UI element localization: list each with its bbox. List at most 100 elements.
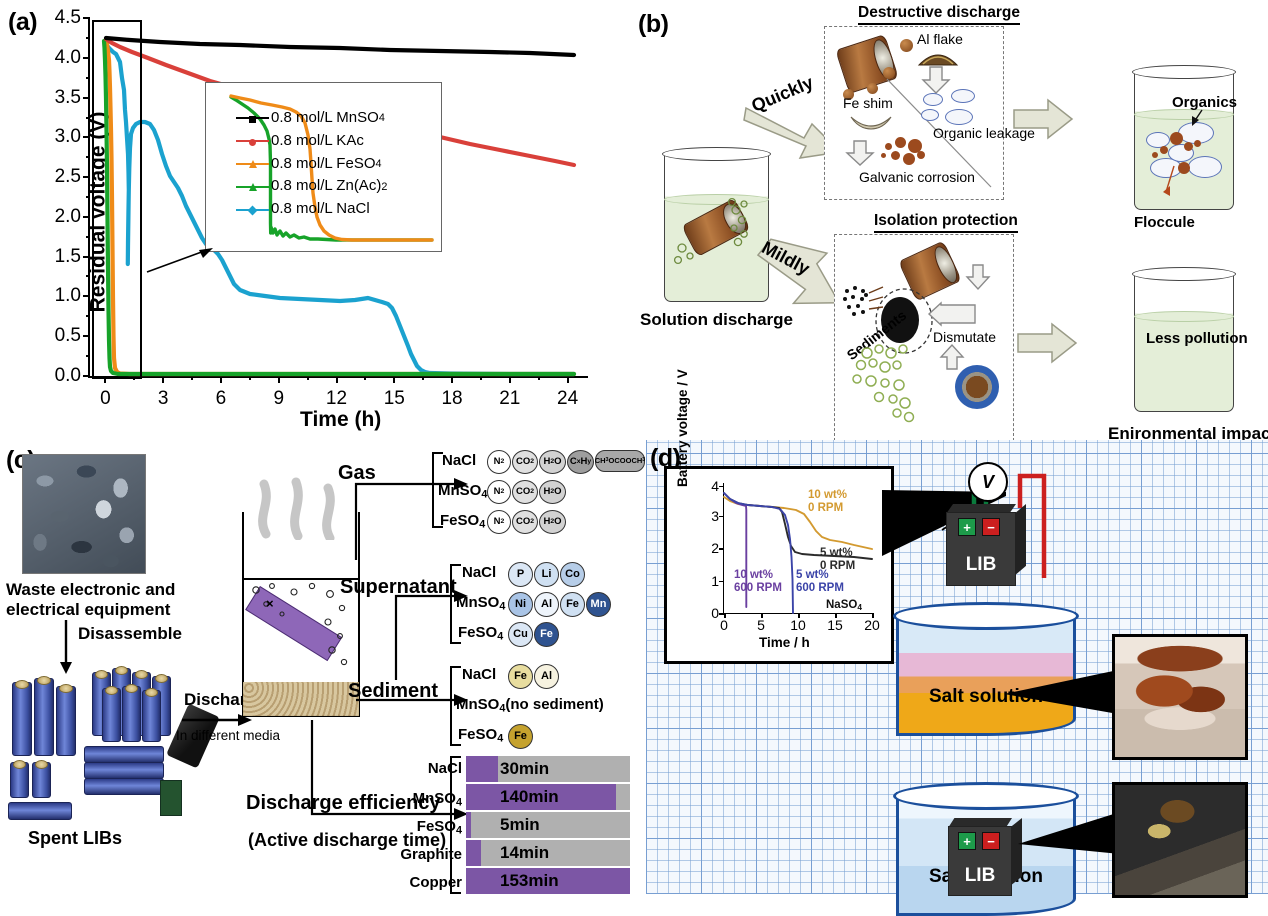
legend-label-feso4: 0.8 mol/L FeSO (271, 154, 376, 172)
isolation-dashed-ring-icon (875, 288, 933, 354)
discharge-efficiency-label: Discharge efficiency (246, 792, 441, 814)
d-x-tick-1: 5 (757, 617, 765, 633)
sup-species-p: P (508, 562, 533, 587)
dismutate-arrow-icon (927, 301, 976, 327)
solution-discharge-label: Solution discharge (640, 310, 794, 329)
salt-solution-label-upper: Salt solution (929, 686, 1043, 707)
sediment-photo-1 (1112, 634, 1248, 760)
y-tick-1: 0.5 (54, 325, 81, 347)
bar-name-0: NaCl (427, 760, 462, 777)
galvanic-corrosion-label: Galvanic corrosion (859, 169, 975, 185)
gas-branch-label: Gas (338, 462, 376, 484)
bar-label-4: 153min (500, 871, 559, 890)
sup-row-1-media: MnSO4 (456, 594, 506, 613)
photo-callout-1 (1004, 670, 1118, 714)
d-x-tick-0: 0 (720, 617, 728, 633)
panel-d-experiment-setup: (d) Battery voltage / V 0 1 2 3 4 0 5 10… (646, 369, 1268, 916)
spent-libs-label: Spent LIBs (28, 828, 123, 848)
supernatant-branch-label: Supernatant (340, 576, 457, 598)
bar-label-1: 140min (500, 787, 559, 806)
legend-label-mnso4: 0.8 mol/L MnSO (271, 109, 379, 126)
d-inset-plot-area: 0 1 2 3 4 0 5 10 15 20 (711, 478, 880, 633)
panel-a-label: (a) (8, 8, 38, 36)
lib-label-upper: LIB (965, 554, 997, 576)
efficiency-bracket (450, 756, 461, 894)
d-anno-10wt-0rpm: 10 wt% 0 RPM (808, 489, 847, 515)
source-beaker (662, 147, 771, 302)
y-tick-8: 4.0 (54, 46, 81, 68)
x-tick-2: 6 (215, 388, 227, 409)
lib-battery-upper: + − LIB (946, 504, 1026, 586)
sed-row-0-media: NaCl (462, 666, 497, 683)
d-y-tick-4: 4 (711, 477, 719, 494)
gas-row-1-media: MnSO4 (438, 482, 488, 501)
d-y-tick-3: 3 (711, 507, 719, 524)
bar-name-2: FeSO4 (416, 818, 462, 837)
sup-species-ni: Ni (508, 592, 533, 617)
gas-row-0-media: NaCl (442, 452, 477, 469)
x-tick-0: 0 (100, 388, 111, 409)
d-anno-5wt-0rpm: 5 wt% 0 RPM (820, 547, 856, 573)
panel-a-legend: 0.8 mol/L MnSO 4 0.8 mol/L KAc 0.8 mol/L … (236, 107, 414, 221)
sed-row-2-media: FeSO4 (458, 726, 504, 745)
sup-species-al: Al (534, 592, 559, 617)
bar-track-1 (466, 784, 630, 810)
result-arrow-bottom-icon (1017, 322, 1078, 364)
legend-item-mnso4[interactable]: 0.8 mol/L MnSO 4 (236, 107, 414, 130)
protected-cell-icon (955, 365, 999, 409)
sup-species-li: Li (534, 562, 559, 587)
d-anno-10wt-600rpm: 10 wt% 600 RPM (734, 569, 782, 595)
bar-fill-0 (466, 756, 499, 782)
sed-species-al: Al (534, 664, 559, 689)
sup-species-mn: Mn (586, 592, 611, 617)
d-x-tick-2: 10 (790, 617, 806, 633)
panel-a-residual-voltage-chart: (a) Residual voltage (V) Time (h) 0.0 0.… (0, 0, 632, 442)
quickly-arrow-icon (743, 106, 842, 159)
curve-mnso4 (103, 35, 577, 58)
sed-species-fe2: Fe (508, 724, 533, 749)
sup-row-0-media: NaCl (462, 564, 497, 581)
curve-nacl (103, 41, 577, 377)
smoke-icon (258, 477, 335, 540)
bar-fill-2 (466, 812, 472, 838)
bar-label-2: 5min (500, 815, 540, 834)
legend-item-kac[interactable]: 0.8 mol/L KAc (236, 130, 414, 153)
panel-a-curves (101, 35, 577, 377)
floccule-label: Floccule (1134, 214, 1195, 231)
d-inset-y-label: Battery voltage / V (675, 369, 690, 487)
legend-item-znac2[interactable]: 0.8 mol/L Zn(Ac) 2 (236, 175, 414, 198)
legend-item-nacl[interactable]: 0.8 mol/L NaCl (236, 198, 414, 221)
y-tick-5: 2.5 (54, 166, 81, 188)
bar-label-0: 30min (500, 759, 550, 778)
terminal-minus-lower: − (982, 832, 1000, 850)
destructive-discharge-box: Al flake Fe shim Organic leakage Galvani… (824, 26, 1035, 200)
panel-a-x-axis-label: Time (h) (300, 408, 382, 431)
x-tick-7: 21 (499, 388, 521, 409)
mildly-arrow-icon (756, 238, 841, 305)
legend-item-feso4[interactable]: 0.8 mol/L FeSO 4 (236, 153, 414, 176)
organics-pointer (1163, 109, 1203, 196)
panel-a-zoom-pointer (146, 248, 213, 273)
up-arrow-icon (939, 343, 965, 370)
bar-name-1: MnSO4 (412, 790, 462, 809)
panel-a-zoom-region-box (92, 20, 142, 379)
d-anno-5wt-600rpm: 5 wt% 600 RPM (796, 569, 844, 595)
panel-a-plot-area: 0.0 0.5 1.0 1.5 2.0 2.5 3.0 3.5 4.0 4.5 … (55, 7, 588, 409)
x-tick-1: 3 (157, 388, 169, 409)
y-tick-7: 3.5 (54, 86, 81, 108)
al-flake-label: Al flake (917, 31, 963, 47)
x-tick-3: 9 (273, 388, 285, 409)
gas-species-dmc: CH 3 OCOOCH 3 (595, 450, 645, 472)
sup-species-fe: Fe (560, 592, 585, 617)
sup-species-fe2: Fe (534, 622, 559, 647)
bar-track-0 (466, 756, 630, 782)
photo-callout-2 (1018, 812, 1120, 854)
isolation-protection-title: Isolation protection (874, 212, 1018, 233)
terminal-plus-lower: + (958, 832, 976, 850)
sup-species-cu: Cu (508, 622, 533, 647)
lib-battery-lower: + − LIB (948, 818, 1022, 896)
corroded-battery-photo-2 (1112, 782, 1248, 898)
result-beaker-clean (1132, 267, 1236, 412)
down-arrow-icon-1 (921, 66, 951, 94)
